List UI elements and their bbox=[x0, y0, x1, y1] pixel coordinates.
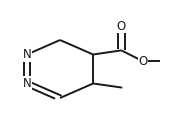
Text: O: O bbox=[139, 55, 148, 68]
Text: N: N bbox=[23, 77, 31, 90]
Text: N: N bbox=[23, 48, 31, 61]
Text: O: O bbox=[117, 20, 126, 33]
